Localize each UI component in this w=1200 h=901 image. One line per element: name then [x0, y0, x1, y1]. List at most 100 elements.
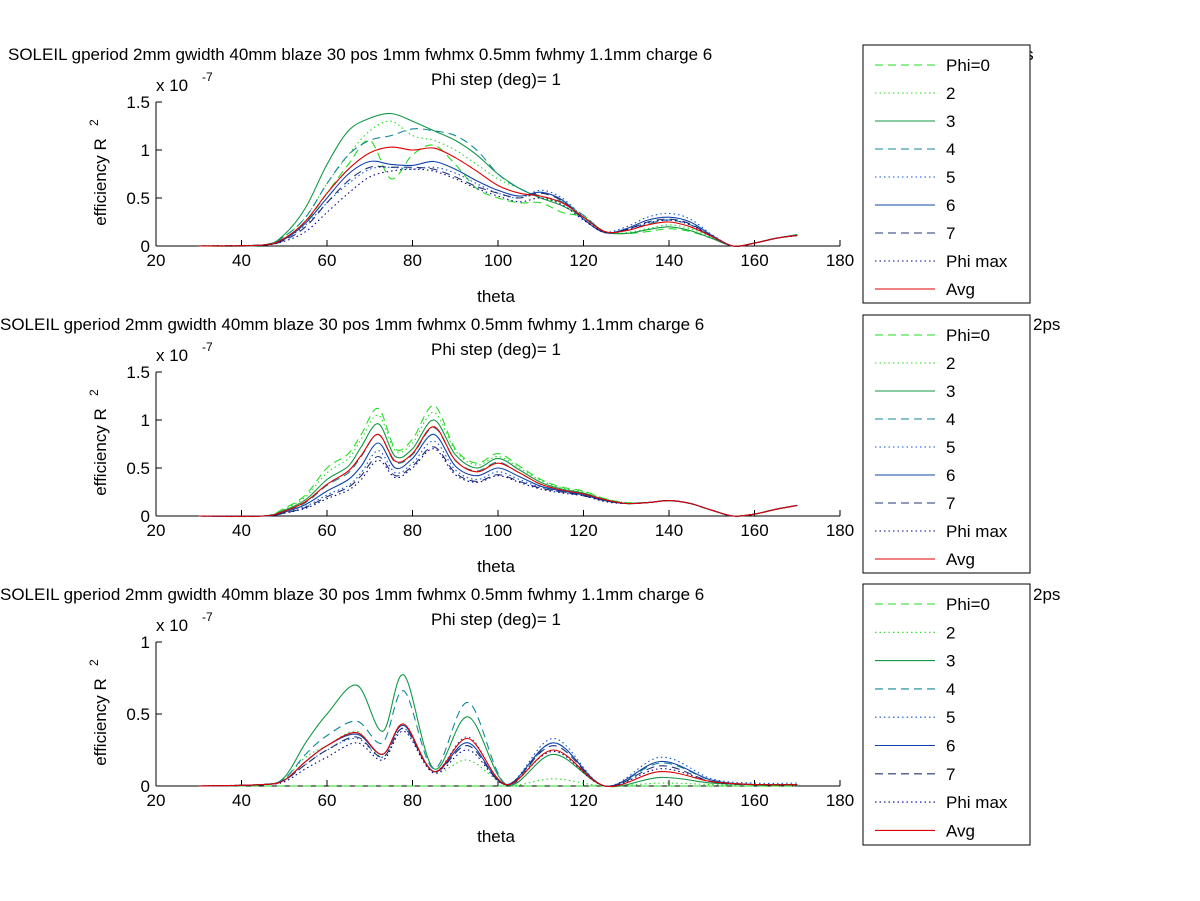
x-tick-label: 120: [569, 521, 597, 540]
x-tick-label: 180: [826, 791, 854, 810]
y-tick-label: 0: [141, 777, 150, 796]
y-axis-label: efficiency R: [91, 138, 110, 226]
x-tick-label: 180: [826, 251, 854, 270]
chart-panel-3: 20 40 60 80 100 120 140 160 180 0 0.5 1 x 10 -7 SOLEIL…: [0, 583, 1060, 846]
legend-entry: Phi max: [946, 522, 1008, 541]
legend-entry: Phi=0: [946, 56, 990, 75]
series-line-1: [198, 405, 798, 518]
x-tick-label: 40: [232, 251, 251, 270]
y-axis-label-group: efficiency R 2: [87, 659, 110, 766]
y-tick-label: 0.5: [126, 459, 150, 478]
x-tick-label: 180: [826, 521, 854, 540]
axis-multiplier-exponent: -7: [202, 70, 213, 84]
y-tick-label: 1: [141, 633, 150, 652]
x-tick-label: 140: [655, 521, 683, 540]
x-tick-label: 100: [484, 791, 512, 810]
axis-multiplier: x 10: [156, 76, 188, 95]
chart-title-tail: 2ps: [1033, 585, 1060, 604]
series-group: [198, 112, 798, 247]
legend-entry: 3: [946, 652, 955, 671]
x-tick-label: 120: [569, 791, 597, 810]
series-line-4: [198, 690, 798, 787]
y-tick-label: 0.5: [126, 705, 150, 724]
legend-entry: Phi=0: [946, 595, 990, 614]
legend-entry: Phi=0: [946, 326, 990, 345]
legend-entry: 5: [946, 168, 955, 187]
legend-entry: Avg: [946, 821, 975, 840]
legend-entry: Phi max: [946, 252, 1008, 271]
series-line-4: [198, 427, 798, 517]
y-axis-label-superscript: 2: [87, 389, 101, 396]
legend-entry: 7: [946, 494, 955, 513]
series-line-6: [198, 160, 798, 247]
x-tick-label: 40: [232, 521, 251, 540]
x-tick-label: 80: [403, 251, 422, 270]
chart-title: SOLEIL gperiod 2mm gwidth 40mm blaze 30 …: [0, 585, 704, 604]
x-tick-label: 160: [740, 251, 768, 270]
legend-entry: 6: [946, 196, 955, 215]
y-tick-label: 1: [141, 411, 150, 430]
y-tick-label: 1.5: [126, 93, 150, 112]
legend-entry: 4: [946, 410, 955, 429]
y-axis-label-superscript: 2: [87, 119, 101, 126]
legend-box: [862, 44, 1031, 304]
legend-entry: 2: [946, 623, 955, 642]
axis-multiplier: x 10: [156, 346, 188, 365]
x-tick-label: 160: [740, 791, 768, 810]
x-tick-label: 160: [740, 521, 768, 540]
chart-title: SOLEIL gperiod 2mm gwidth 40mm blaze 30 …: [0, 315, 704, 334]
legend-entry: Avg: [946, 550, 975, 569]
y-tick-label: 0: [141, 237, 150, 256]
legend-entry: 6: [946, 737, 955, 756]
series-line-4: [198, 128, 798, 247]
y-axis-label-superscript: 2: [87, 659, 101, 666]
axis-multiplier-exponent: -7: [202, 610, 213, 624]
y-axis-label: efficiency R: [91, 408, 110, 496]
series-line-2: [198, 411, 798, 518]
legend-entry: Avg: [946, 280, 975, 299]
chart-panel-2: 20 40 60 80 100 120 140 160 180 0 0.5 1 1.5 x 10 -7 SOL…: [0, 314, 1060, 576]
x-tick-label: 120: [569, 251, 597, 270]
x-tick-label: 20: [147, 521, 166, 540]
legend-entry: 2: [946, 354, 955, 373]
series-line-9: [198, 146, 798, 247]
x-axis-label: theta: [477, 287, 515, 306]
x-tick-label: 60: [318, 791, 337, 810]
x-tick-label: 20: [147, 251, 166, 270]
y-axis-label-group: efficiency R 2: [87, 119, 110, 226]
axis-multiplier-exponent: -7: [202, 340, 213, 354]
legend-entry: Phi max: [946, 793, 1008, 812]
legend: Phi=0 2 3 4 5 6 7 Phi max Avg: [862, 583, 1031, 846]
x-tick-label: 140: [655, 251, 683, 270]
legend: Phi=0 2 3 4 5 6 7 Phi max Avg: [862, 44, 1031, 304]
chart-title: SOLEIL gperiod 2mm gwidth 40mm blaze 30 …: [8, 45, 712, 64]
x-axis-label: theta: [477, 557, 515, 576]
x-tick-label: 80: [403, 521, 422, 540]
legend-entry: 5: [946, 708, 955, 727]
x-tick-label: 20: [147, 791, 166, 810]
legend-entry: 4: [946, 140, 955, 159]
chart-panel-1: 20 40 60 80 100 120 140 160 180 0 0.5 1 1.5 x 10 -7 SOL…: [8, 44, 1034, 306]
x-tick-label: 60: [318, 521, 337, 540]
x-axis-label: theta: [477, 827, 515, 846]
series-line-9: [198, 723, 798, 787]
legend-entry: 5: [946, 438, 955, 457]
series-line-3: [198, 112, 798, 247]
y-tick-label: 0: [141, 507, 150, 526]
axis-multiplier: x 10: [156, 616, 188, 635]
chart-subtitle: Phi step (deg)= 1: [431, 70, 561, 89]
chart-title-tail: 2ps: [1033, 315, 1060, 334]
series-line-5: [198, 440, 798, 517]
x-tick-label: 60: [318, 251, 337, 270]
legend-entry: 6: [946, 466, 955, 485]
legend-entry: 3: [946, 112, 955, 131]
legend-entry: 2: [946, 84, 955, 103]
x-tick-label: 100: [484, 521, 512, 540]
series-line-9: [198, 426, 798, 517]
series-group: [198, 405, 798, 518]
legend-entry: 4: [946, 680, 955, 699]
series-line-7: [198, 727, 798, 787]
x-tick-label: 100: [484, 251, 512, 270]
chart-subtitle: Phi step (deg)= 1: [431, 610, 561, 629]
